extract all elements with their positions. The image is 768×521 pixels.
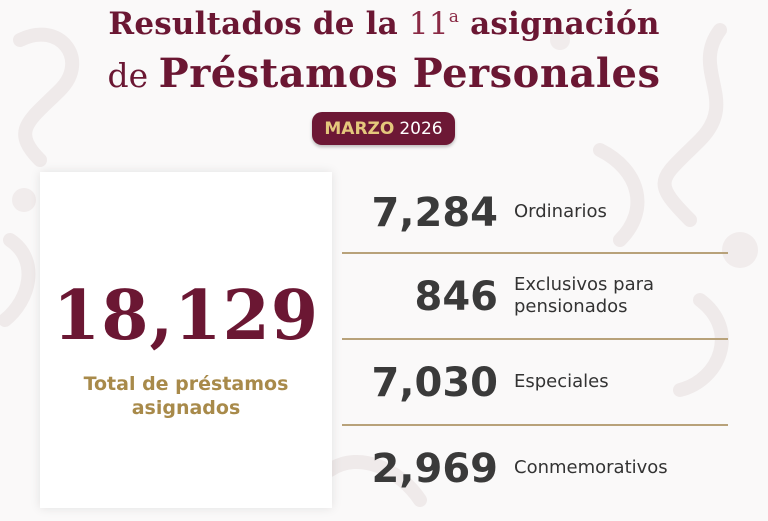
breakdown-value: 846 xyxy=(414,274,499,320)
title-line2-prefix: de xyxy=(107,56,159,95)
title-suffix: asignación xyxy=(459,6,660,42)
badge-year: 2026 xyxy=(399,118,443,139)
breakdown-row-pensionados: 846 Exclusivos para pensionados xyxy=(342,274,728,326)
breakdown-value: 7,284 xyxy=(371,190,498,236)
badge-month: MARZO xyxy=(324,118,395,139)
breakdown-value: 7,030 xyxy=(371,360,498,406)
ordinal-number: 11a xyxy=(408,6,460,42)
breakdown-row-especiales: 7,030 Especiales xyxy=(342,360,728,412)
total-value: 18,129 xyxy=(52,276,320,356)
breakdown-label: Ordinarios xyxy=(514,201,607,222)
date-badge: MARZO 2026 xyxy=(312,112,455,145)
breakdown-row-conmemorativos: 2,969 Conmemorativos xyxy=(342,446,728,498)
divider xyxy=(342,252,728,254)
total-card: 18,129 Total de préstamos asignados xyxy=(40,172,332,508)
divider xyxy=(342,338,728,340)
title-line-2: de Préstamos Personales xyxy=(0,50,768,97)
breakdown-value: 2,969 xyxy=(371,446,498,492)
breakdown-label: Exclusivos para pensionados xyxy=(514,274,655,317)
title-prefix: Resultados de la xyxy=(108,6,409,42)
total-label: Total de préstamos asignados xyxy=(83,373,289,419)
page-title: Préstamos Personales xyxy=(158,50,661,97)
breakdown-label: Especiales xyxy=(514,371,609,392)
divider xyxy=(342,424,728,426)
title-line-1: Resultados de la 11a asignación xyxy=(0,6,768,42)
breakdown-label: Conmemorativos xyxy=(514,457,668,478)
breakdown-row-ordinarios: 7,284 Ordinarios xyxy=(342,190,728,242)
